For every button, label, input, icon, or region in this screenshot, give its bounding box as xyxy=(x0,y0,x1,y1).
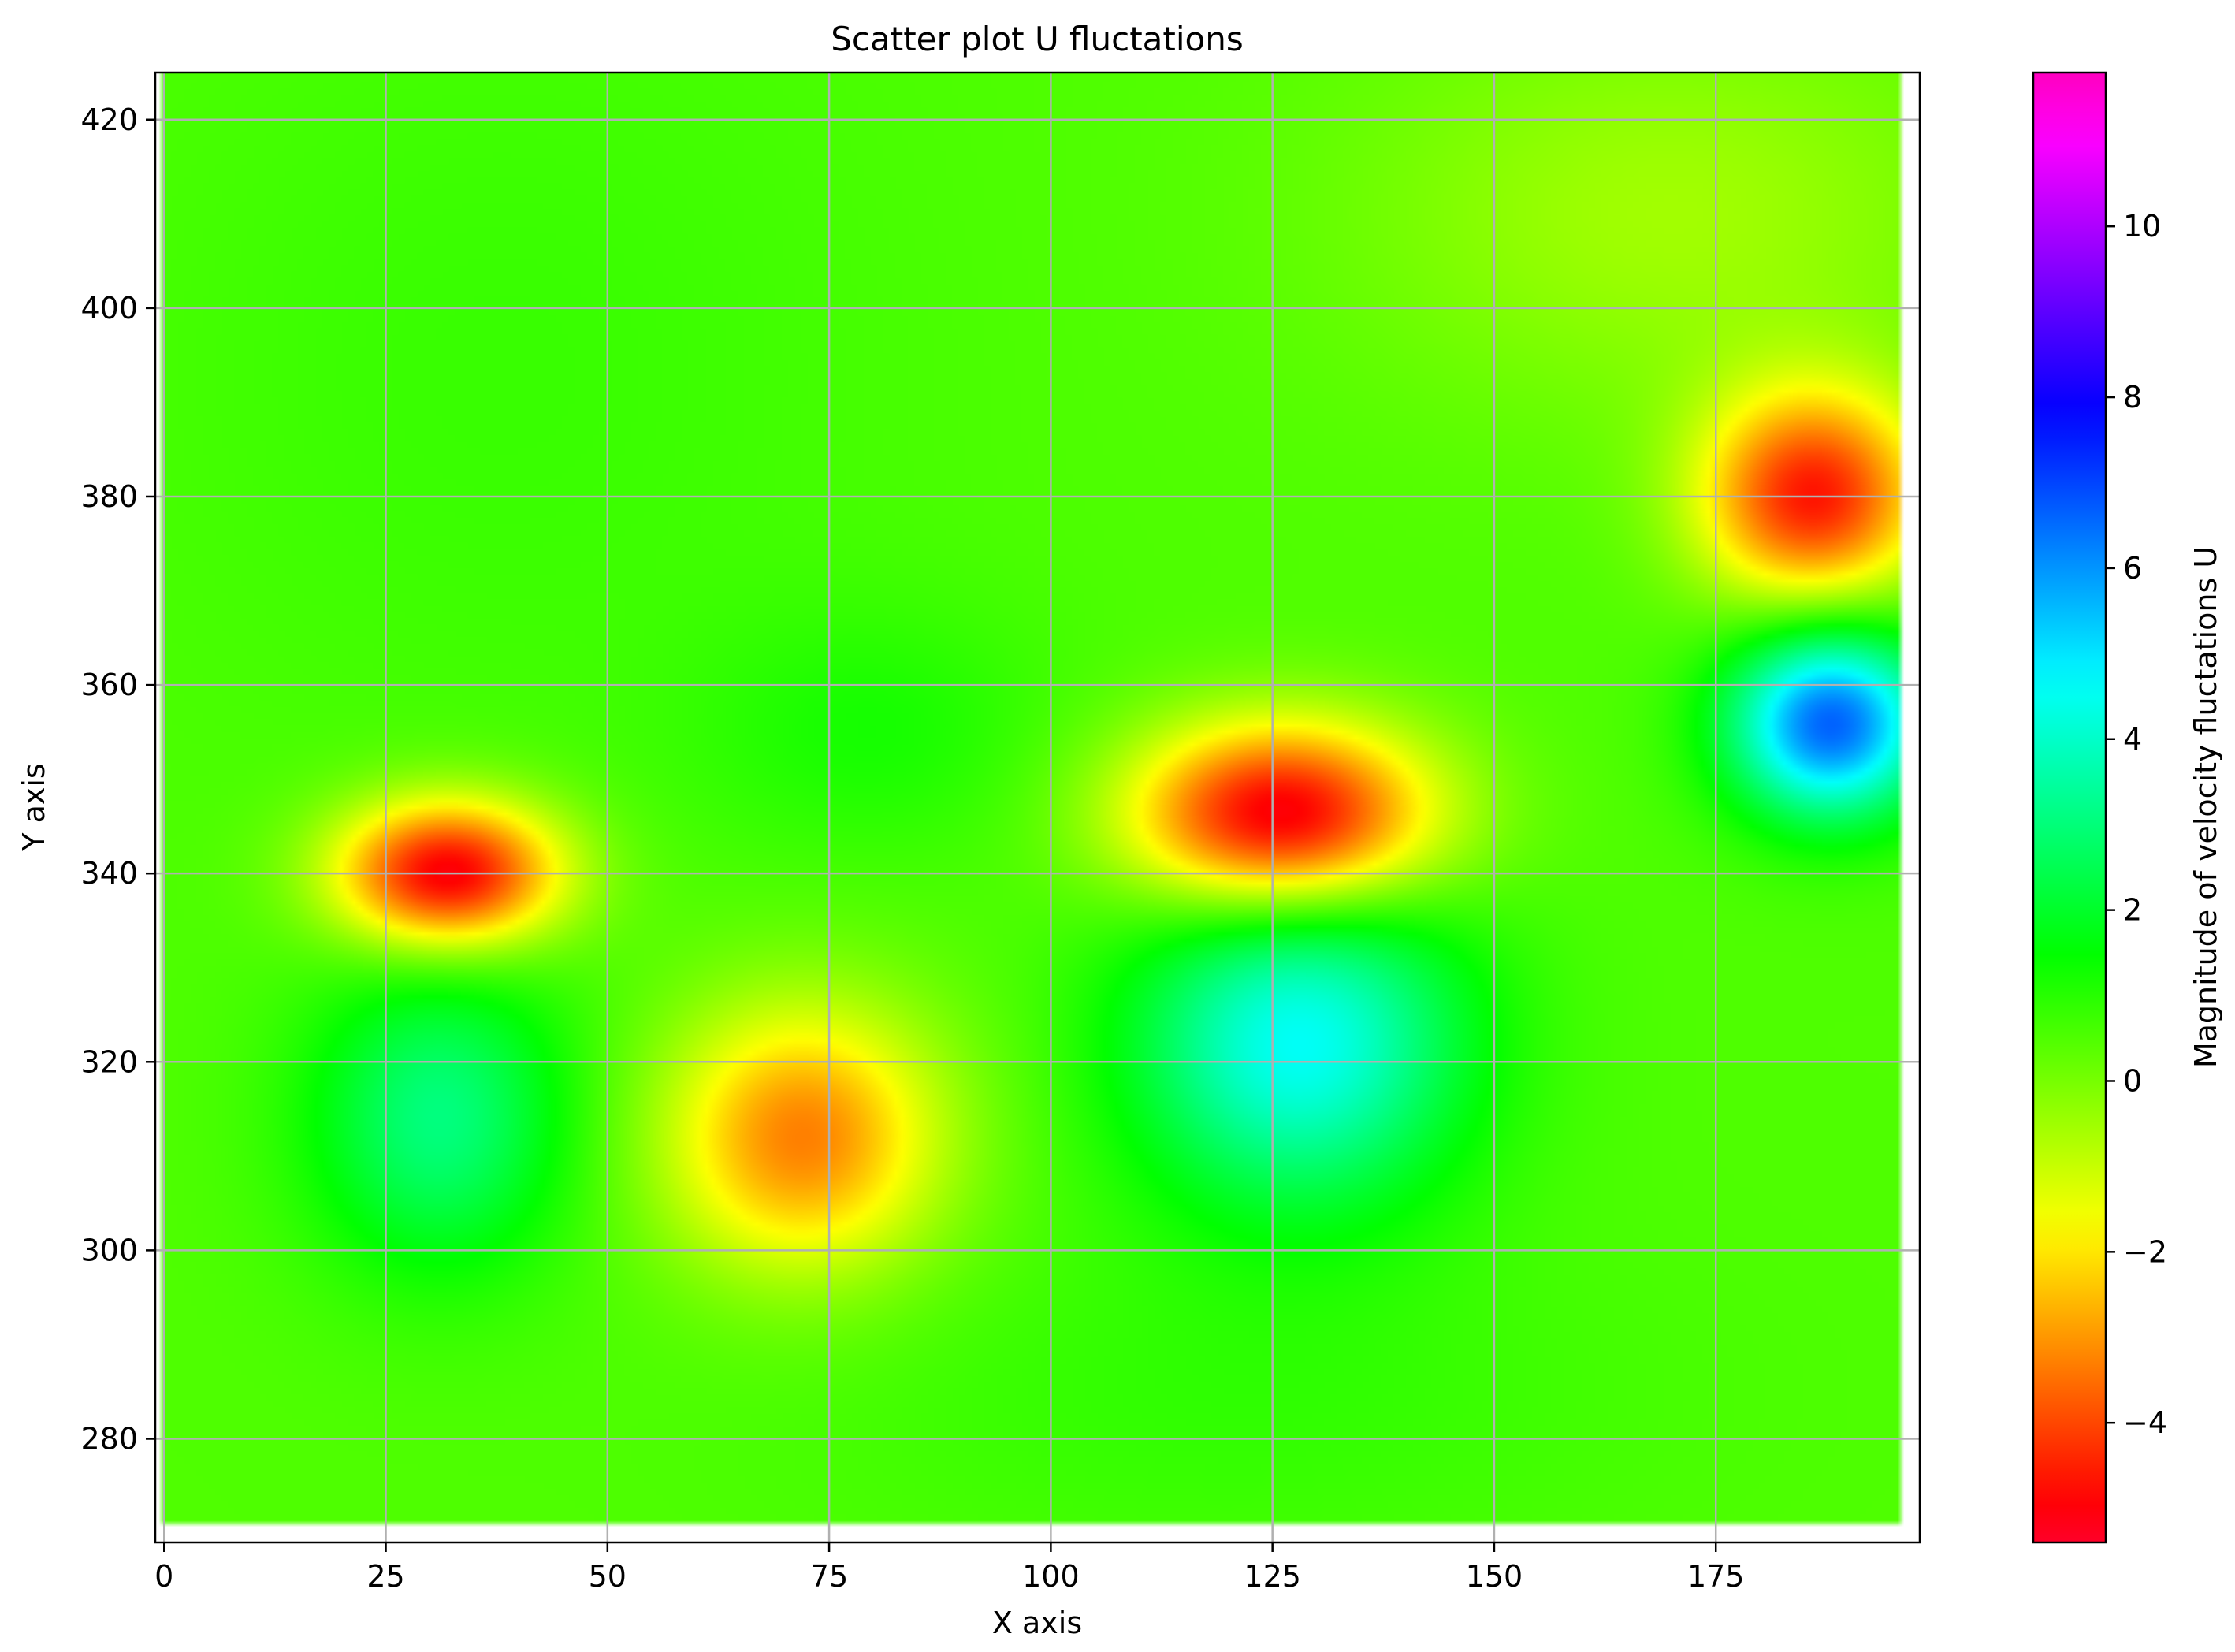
x-tick-label: 0 xyxy=(154,1559,173,1594)
x-tick-label: 100 xyxy=(1022,1559,1080,1594)
colorbar-label: Magnitude of velocity fluctations U xyxy=(2189,546,2223,1068)
x-tick-label: 50 xyxy=(589,1559,627,1594)
colorbar-tick-label: 2 xyxy=(2123,893,2142,928)
y-tick-label: 300 xyxy=(80,1233,138,1267)
x-axis-ticks: 0 25 50 75 100 125 150 175 xyxy=(154,1542,1744,1594)
y-axis-ticks: 280 300 320 340 360 380 400 420 xyxy=(80,102,155,1456)
y-tick-label: 400 xyxy=(80,291,138,326)
colorbar-tick-label: 4 xyxy=(2123,722,2142,757)
y-tick-label: 280 xyxy=(80,1421,138,1456)
chart-title: Scatter plot U fluctations xyxy=(831,20,1244,58)
y-tick-label: 420 xyxy=(80,102,138,137)
colorbar: −4 −2 0 2 4 6 8 10 xyxy=(2032,71,2167,1544)
x-tick-label: 175 xyxy=(1687,1559,1745,1594)
colorbar-tick-label: −4 xyxy=(2123,1405,2167,1440)
colorbar-tick-label: 6 xyxy=(2123,551,2142,586)
grid-lines xyxy=(155,73,1920,1542)
heatmap-field xyxy=(155,73,1920,1542)
y-tick-label: 320 xyxy=(80,1044,138,1079)
plot-frame xyxy=(154,71,1921,1544)
y-tick-label: 360 xyxy=(80,668,138,702)
colorbar-tick-label: 8 xyxy=(2123,380,2142,415)
plot-area: 0 25 50 75 100 125 150 175 280 300 320 340 360 380 40… xyxy=(80,71,1921,1594)
x-tick-label: 150 xyxy=(1466,1559,1523,1594)
colorbar-ticks: −4 −2 0 2 4 6 8 10 xyxy=(2106,209,2167,1440)
x-axis-label: X axis xyxy=(992,1605,1082,1640)
colorbar-tick-label: −2 xyxy=(2123,1234,2167,1269)
y-axis-label: Y axis xyxy=(17,763,51,851)
y-tick-label: 380 xyxy=(80,479,138,514)
colorbar-tick-label: 10 xyxy=(2123,209,2161,244)
y-tick-label: 340 xyxy=(80,856,138,891)
x-tick-label: 75 xyxy=(810,1559,848,1594)
colorbar-tick-label: 0 xyxy=(2123,1063,2142,1098)
x-tick-label: 25 xyxy=(366,1559,404,1594)
x-tick-label: 125 xyxy=(1244,1559,1301,1594)
colorbar-gradient xyxy=(2032,71,2107,1544)
